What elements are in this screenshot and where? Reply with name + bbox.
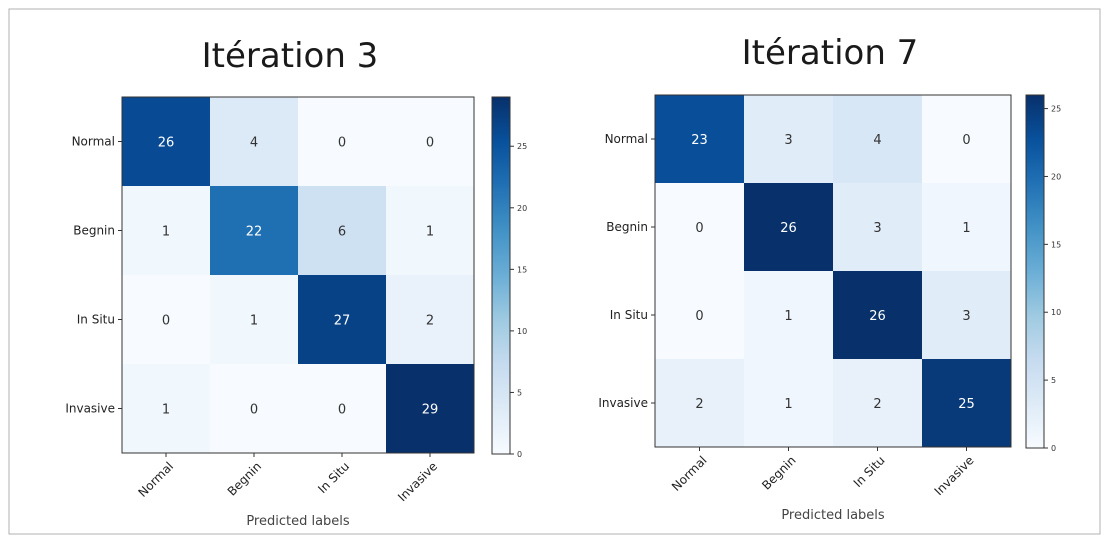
colorbar-tick-label: 15 (1051, 240, 1061, 249)
colorbar-tick-label: 20 (517, 204, 527, 213)
cell-value-label: 1 (250, 314, 258, 329)
heatmap-cell-in-situ-begnin (744, 271, 833, 359)
cell-value-label: 3 (784, 133, 792, 148)
heatmap-cell-in-situ-normal (122, 275, 210, 364)
colorbar-tick-label: 10 (1051, 308, 1061, 317)
cell-value-label: 0 (338, 136, 346, 151)
heatmap-cell-in-situ-invasive (922, 271, 1011, 359)
heatmap-cell-normal-invasive (922, 95, 1011, 183)
x-axis-label: Predicted labels (246, 514, 350, 529)
heatmap-cell-normal-normal (655, 95, 744, 183)
cell-value-label: 1 (162, 403, 170, 418)
cell-value-label: 1 (426, 225, 434, 240)
heatmap-cell-normal-normal (122, 97, 210, 186)
heatmap-cell-invasive-in-situ (833, 359, 922, 447)
colorbar-tick-label: 10 (517, 327, 527, 336)
heatmap-cell-invasive-in-situ (298, 364, 386, 453)
heatmap-cell-begnin-begnin (744, 183, 833, 271)
y-tick-label-invasive: Invasive (65, 402, 115, 416)
y-tick-label-begnin: Begnin (606, 220, 648, 234)
plot-frame (654, 94, 1012, 448)
y-tick-label-invasive: Invasive (598, 396, 648, 410)
cell-value-label: 0 (162, 314, 170, 329)
heatmap-cell-begnin-normal (655, 183, 744, 271)
heatmap-cell-begnin-in-situ (833, 183, 922, 271)
cell-value-label: 6 (338, 225, 346, 240)
heatmap-cell-normal-in-situ (833, 95, 922, 183)
cell-value-label: 0 (695, 221, 703, 236)
heatmap-cell-in-situ-begnin (210, 275, 298, 364)
cell-value-label: 2 (695, 397, 703, 412)
heatmap-cell-begnin-in-situ (298, 186, 386, 275)
colorbar-tick-label: 15 (517, 265, 527, 274)
cell-value-label: 3 (962, 309, 970, 324)
cell-value-label: 4 (873, 133, 881, 148)
colorbar-tick-label: 0 (517, 450, 522, 459)
cell-value-label: 26 (780, 221, 797, 236)
plot-frame (121, 96, 475, 454)
heatmap-cell-invasive-begnin (210, 364, 298, 453)
chart-title: Itération 7 (742, 33, 919, 73)
cell-value-label: 26 (158, 136, 175, 151)
heatmap-cell-begnin-begnin (210, 186, 298, 275)
cell-value-label: 22 (246, 225, 263, 240)
y-tick-label-in-situ: In Situ (610, 308, 648, 322)
cell-value-label: 2 (873, 397, 881, 412)
x-axis-label: Predicted labels (781, 508, 885, 523)
cell-value-label: 1 (162, 225, 170, 240)
colorbar-tick-label: 5 (1051, 376, 1056, 385)
heatmap-cell-in-situ-in-situ (833, 271, 922, 359)
heatmap-cell-invasive-invasive (922, 359, 1011, 447)
y-tick-label-in-situ: In Situ (77, 313, 115, 327)
cell-value-label: 29 (422, 403, 439, 418)
y-tick-label-normal: Normal (605, 132, 648, 146)
cell-value-label: 3 (873, 221, 881, 236)
colorbar (1025, 94, 1045, 449)
cell-value-label: 25 (958, 397, 975, 412)
colorbar-tick-label: 5 (517, 388, 522, 397)
cell-value-label: 1 (962, 221, 970, 236)
colorbar-tick-label: 0 (1051, 444, 1056, 453)
confusion-matrix-iteration-3: Itération 326 4 0 01 22 6 10 1 27 21 0 0 29NormalBeg… (65, 36, 527, 529)
cell-value-label: 23 (691, 133, 708, 148)
colorbar (491, 96, 511, 455)
chart-title: Itération 3 (202, 36, 379, 76)
y-tick-label-normal: Normal (72, 135, 115, 149)
cell-value-label: 2 (426, 314, 434, 329)
heatmap-cell-invasive-invasive (386, 364, 474, 453)
cell-value-label: 1 (784, 397, 792, 412)
y-tick-label-begnin: Begnin (73, 224, 115, 238)
heatmap-cell-begnin-invasive (386, 186, 474, 275)
heatmap-cell-in-situ-invasive (386, 275, 474, 364)
cell-value-label: 26 (869, 309, 886, 324)
heatmap-cell-invasive-begnin (744, 359, 833, 447)
heatmap-cell-begnin-normal (122, 186, 210, 275)
heatmap-cell-normal-begnin (744, 95, 833, 183)
heatmap-cell-invasive-normal (122, 364, 210, 453)
colorbar-tick-label: 25 (1051, 105, 1061, 114)
colorbar-tick-label: 20 (1051, 172, 1061, 181)
confusion-matrix-iteration-7: Itération 723 3 4 00 26 3 10 1 26 32 1 2 25NormalBeg… (598, 33, 1061, 523)
heatmap-cell-normal-in-situ (298, 97, 386, 186)
colorbar-tick-label: 25 (517, 142, 527, 151)
cell-value-label: 27 (334, 314, 351, 329)
heatmap-cell-normal-begnin (210, 97, 298, 186)
cell-value-label: 1 (784, 309, 792, 324)
heatmap-cell-begnin-invasive (922, 183, 1011, 271)
cell-value-label: 0 (695, 309, 703, 324)
cell-value-label: 0 (426, 136, 434, 151)
heatmap-cell-in-situ-normal (655, 271, 744, 359)
cell-value-label: 0 (250, 403, 258, 418)
cell-value-label: 0 (962, 133, 970, 148)
heatmap-cell-in-situ-in-situ (298, 275, 386, 364)
heatmap-cell-invasive-normal (655, 359, 744, 447)
heatmap-cell-normal-invasive (386, 97, 474, 186)
cell-value-label: 4 (250, 136, 258, 151)
cell-value-label: 0 (338, 403, 346, 418)
